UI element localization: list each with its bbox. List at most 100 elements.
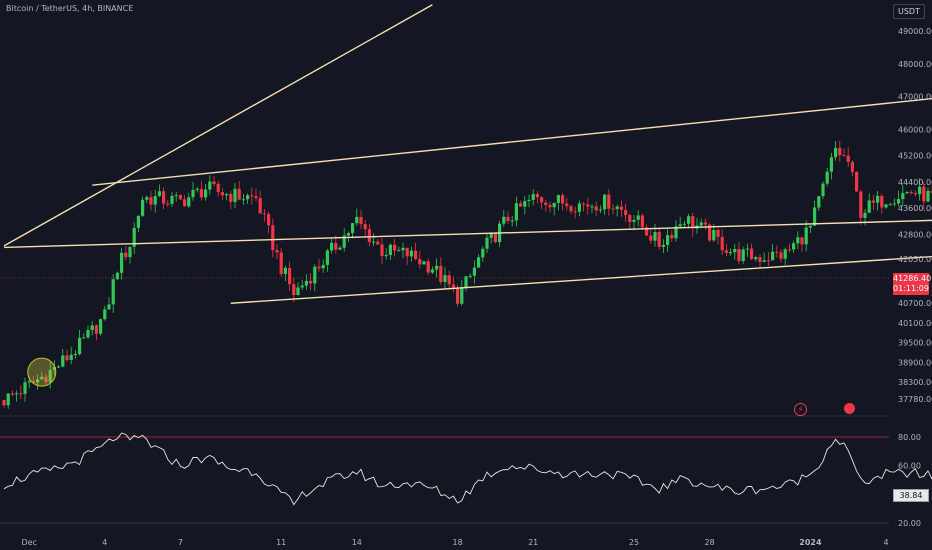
candle-body [817,196,821,208]
candle-body [351,223,355,234]
candle-body [666,235,670,245]
candle-body [304,280,308,286]
rsi-tick-label: 80.00 [898,433,921,442]
candle-body [283,267,287,275]
price-tick-label: 48000.00 [898,60,932,69]
rsi-line [3,432,932,506]
currency-button[interactable]: USDT [893,4,925,19]
candle-body [6,393,10,406]
rsi-tick-label: 20.00 [898,519,921,528]
candle-body [254,196,258,199]
time-tick-label: 7 [178,538,183,547]
candle-body [523,201,527,207]
candle-body [61,355,65,367]
candle-body [477,257,481,268]
candle-body [409,250,413,257]
candle-body [582,203,586,205]
candle-body [397,250,401,252]
candle-body [23,382,27,394]
candle-body [65,355,69,360]
candle-body [624,209,628,216]
price-tick-label: 43600.00 [898,204,932,213]
candle-body [741,249,745,262]
candle-body [376,241,380,245]
candle-body [447,275,451,285]
candle-body [481,248,485,258]
candle-body [86,330,90,338]
candle-body [2,400,6,406]
candle-body [720,237,724,251]
candle-body [502,216,506,224]
time-tick-label: Dec [21,538,36,547]
candle-body [124,252,128,258]
candle-body [183,199,187,207]
price-tick-label: 42800.00 [898,230,932,239]
candle-body [355,216,359,224]
candle-body [271,225,275,251]
candle-body [275,250,279,253]
candle-body [556,195,560,203]
candle-body [296,287,300,296]
candle-body [464,276,468,288]
candle-body [250,195,254,197]
last-price-tag: 41286.40 01:11:09 [893,273,931,295]
candle-body [519,203,523,207]
candle-body [859,191,863,218]
candle-body [451,284,455,288]
candle-body [863,212,867,218]
candle-body [279,252,283,275]
candle-body [120,252,124,273]
candle-body [897,199,901,204]
candle-body [619,206,623,210]
candle-body [796,237,800,244]
candle-body [493,233,497,243]
symbol-label[interactable]: Bitcoin / TetherUS, 4h, BINANCE [6,4,134,13]
bar-countdown: 01:11:09 [893,284,929,293]
candle-body [573,211,577,213]
candle-body [430,269,434,273]
candle-body [871,200,875,203]
candle-body [246,195,250,200]
candle-body [52,367,56,371]
candle-body [632,219,636,222]
candle-body [603,194,607,210]
candle-body [36,379,40,383]
candle-body [199,188,203,198]
candle-body [15,393,19,395]
candle-body [384,255,388,257]
candle-body [141,199,145,216]
candle-body [342,235,346,248]
candle-body [649,235,653,241]
candle-body [888,204,892,206]
candle-body [82,337,86,339]
candle-body [48,370,52,383]
price-tick-label: 49000.00 [898,27,932,36]
candle-body [645,227,649,236]
candle-body [229,194,233,202]
price-tick-label: 42050.00 [898,255,932,264]
candle-body [552,202,556,208]
candle-body [456,287,460,304]
candle-body [468,275,472,277]
candle-body [506,216,510,221]
candle-body [367,229,371,243]
price-tick-label: 44400.00 [898,178,932,187]
candle-body [90,325,94,331]
candle-body [628,215,632,222]
candle-body [750,248,754,260]
lightning-icon[interactable]: ⚡ [794,403,807,416]
candle-body [262,213,266,215]
candle-body [880,195,884,208]
candle-body [57,366,61,368]
candle-body [208,181,212,190]
candle-body [653,231,657,241]
candle-body [267,214,271,226]
candle-body [813,207,817,226]
candle-body [103,309,107,320]
time-tick-label: 25 [629,538,639,547]
candle-body [388,244,392,256]
flag-icon[interactable] [844,403,855,414]
candle-body [94,325,98,334]
